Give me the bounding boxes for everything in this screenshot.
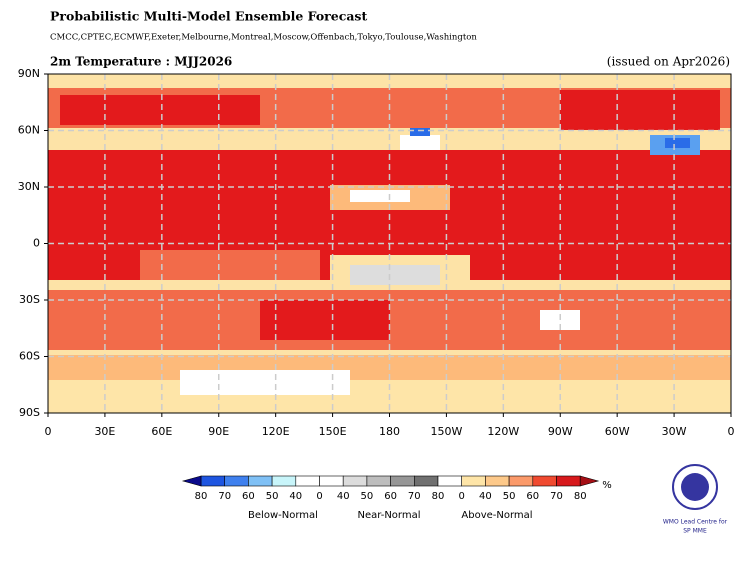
swatch: [319, 475, 344, 487]
lon-label: 150W: [430, 425, 462, 438]
title: Probabilistic Multi-Model Ensemble Forec…: [50, 9, 367, 24]
legend-label: 50: [361, 491, 374, 502]
issued: (issued on Apr2026): [607, 55, 730, 69]
lat-label: 90N: [18, 67, 40, 80]
legend-group: Below-Normal: [248, 510, 318, 521]
legend-label: 40: [289, 491, 302, 502]
lat-label: 90S: [19, 406, 40, 419]
subtitle: CMCC,CPTEC,ECMWF,Exeter,Melbourne,Montre…: [50, 33, 477, 43]
lon-label: 30E: [94, 425, 115, 438]
legend-label: 70: [408, 491, 421, 502]
lon-label: 60W: [605, 425, 630, 438]
legend-group: Near-Normal: [357, 510, 420, 521]
lat-label: 30N: [18, 180, 40, 193]
legend-label: 70: [550, 491, 563, 502]
colorbar: 80 70 60 50 40 0 40 50 60 70 80 0 40 50 60 70 80% Below-N…: [181, 475, 612, 521]
legend-label: 80: [432, 491, 445, 502]
lon-label: 90E: [208, 425, 229, 438]
swatch: [461, 475, 486, 487]
swatch: [437, 475, 463, 487]
logo-line: WMO Lead Centre for: [663, 519, 728, 526]
swatch: [556, 475, 581, 487]
legend-label: 0: [316, 491, 322, 502]
lon-label: 120E: [262, 425, 290, 438]
map-title: 2m Temperature : MJJ2026: [50, 55, 232, 69]
lat-label: 30S: [19, 293, 40, 306]
swatch: [508, 475, 534, 487]
lon-label: 30W: [662, 425, 687, 438]
swatch: [224, 475, 249, 487]
lat-label: 60N: [18, 124, 40, 137]
legend-label: 0: [459, 491, 465, 502]
swatch: [295, 475, 320, 487]
swatch: [200, 475, 226, 487]
legend-label: 60: [384, 491, 397, 502]
legend-label: 60: [242, 491, 255, 502]
legend-unit: %: [602, 480, 612, 491]
swatch: [413, 475, 439, 487]
lon-label: 90W: [548, 425, 573, 438]
swatch: [366, 475, 391, 487]
lon-label: 0: [728, 425, 735, 438]
legend-label: 40: [337, 491, 350, 502]
arrow: [181, 475, 202, 487]
legend-label: 70: [218, 491, 231, 502]
lon-label: 120W: [487, 425, 519, 438]
legend-group: Above-Normal: [461, 510, 532, 521]
legend-label: 80: [574, 491, 587, 502]
legend-label: 50: [503, 491, 516, 502]
lat-label: 0: [33, 237, 40, 250]
lat-label: 60S: [19, 350, 40, 363]
legend-label: 50: [266, 491, 279, 502]
lon-label: 180: [379, 425, 400, 438]
logo-line: SP MME: [683, 528, 707, 535]
swatch: [532, 475, 557, 487]
lon-label: 150E: [319, 425, 347, 438]
swatch: [248, 475, 273, 487]
swatch: [485, 475, 510, 487]
swatch: [342, 475, 368, 487]
lon-label: 60E: [151, 425, 172, 438]
grid: [48, 74, 731, 413]
legend-label: 40: [479, 491, 492, 502]
legend-label: 80: [195, 491, 208, 502]
lon-label: 0: [45, 425, 52, 438]
arrow: [579, 475, 600, 487]
logo: WMO Lead Centre for SP MME: [663, 464, 728, 535]
legend-label: 60: [526, 491, 539, 502]
swatch: [390, 475, 415, 487]
swatch: [271, 475, 297, 487]
